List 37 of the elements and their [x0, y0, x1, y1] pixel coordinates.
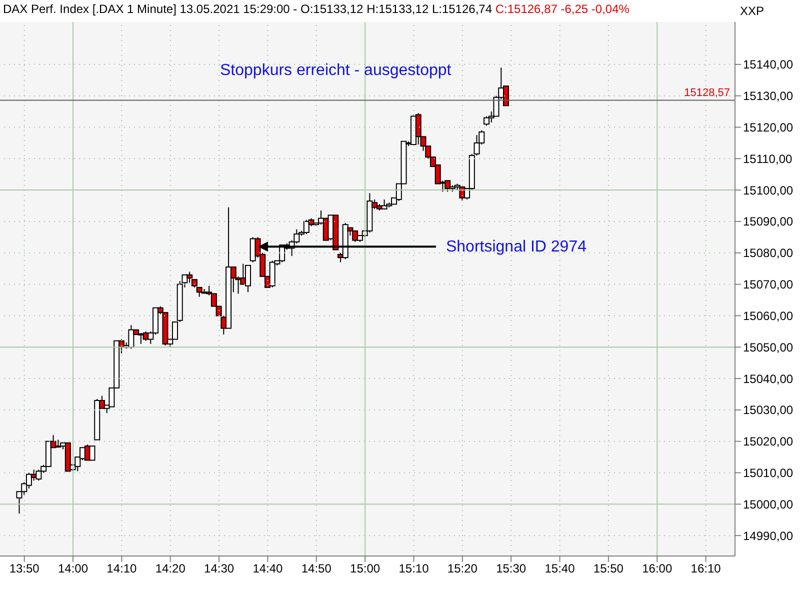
- x-tick-label: 15:10: [398, 562, 430, 576]
- chart-subtitle: C:15126,87 -6,25 -0,04%: [495, 2, 630, 16]
- x-tick-label: 15:20: [447, 562, 478, 576]
- y-tick-label: 15050,00: [743, 340, 794, 354]
- x-tick-label: 14:20: [155, 562, 186, 576]
- y-tick-label: 15110,00: [743, 152, 792, 166]
- y-tick-label: 15130,00: [743, 89, 794, 104]
- y-tick-label: 15030,00: [743, 403, 794, 418]
- y-tick-label: 15100,00: [743, 183, 794, 198]
- y-tick-label: 15000,00: [743, 497, 794, 512]
- ref-line-label: 15128,57: [684, 87, 730, 100]
- y-tick-label: 15070,00: [743, 278, 794, 292]
- y-tick-label: 15080,00: [743, 246, 794, 260]
- y-tick-label: 15040,00: [743, 372, 794, 386]
- x-tick-label: 14:40: [252, 562, 284, 576]
- x-tick-label: 14:00: [58, 562, 88, 576]
- annotation: Shortsignal ID 2974: [446, 238, 587, 256]
- y-tick-label: 15120,00: [743, 120, 794, 134]
- x-tick-label: 14:10: [106, 562, 138, 576]
- y-tick-label: 15060,00: [743, 308, 794, 323]
- y-axis-title: XXP: [740, 4, 764, 18]
- x-tick-label: 15:00: [350, 562, 380, 576]
- x-tick-label: 15:40: [544, 562, 576, 576]
- annotation: Stoppkurs erreicht - ausgestoppt: [220, 62, 452, 80]
- x-tick-label: 16:10: [690, 562, 722, 576]
- x-tick-label: 15:50: [593, 562, 624, 576]
- chart-title: DAX Perf. Index [.DAX 1 Minute] 13.05.2021 15:29:00 - O:15133,12 H:15133,12 L:15126,74: [3, 2, 492, 16]
- x-tick-label: 16:00: [642, 562, 672, 576]
- y-tick-label: 15020,00: [743, 434, 794, 449]
- y-tick-label: 15090,00: [743, 214, 794, 229]
- x-tick-label: 13:50: [9, 562, 40, 576]
- x-tick-label: 14:50: [301, 562, 332, 576]
- x-tick-label: 15:30: [496, 562, 526, 576]
- y-tick-label: 15140,00: [743, 58, 794, 72]
- y-tick-label: 15010,00: [743, 466, 794, 480]
- x-tick-label: 14:30: [204, 562, 234, 576]
- y-tick-label: 14990,00: [743, 528, 794, 543]
